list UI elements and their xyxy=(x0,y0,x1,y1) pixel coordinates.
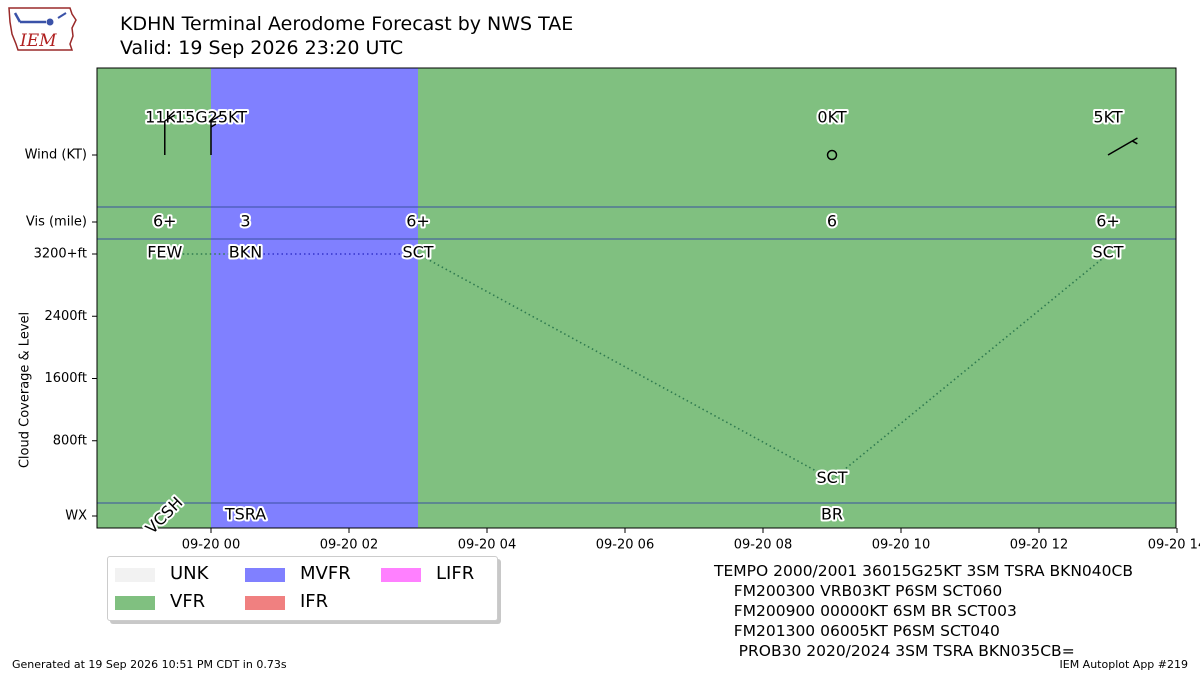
cloud-coverage-label: SCT xyxy=(816,468,847,487)
logo-wind-barb-icon xyxy=(13,12,22,23)
chart-subtitle: Valid: 19 Sep 2026 23:20 UTC xyxy=(120,37,404,59)
y-row-label: Wind (KT) xyxy=(25,148,87,163)
iowa-map-outline xyxy=(8,7,77,51)
legend-swatch xyxy=(245,596,285,610)
footer-generated: Generated at 19 Sep 2026 10:51 PM CDT in… xyxy=(12,658,287,671)
logo-text: IEM xyxy=(19,31,57,51)
cloud-level-line xyxy=(417,253,833,481)
raw-taf-text: TEMPO 2000/2001 36015G25KT 3SM TSRA BKN0… xyxy=(714,561,1133,661)
raw-taf-line: PROB30 2020/2024 3SM TSRA BKN035CB= xyxy=(714,642,1075,660)
wind-label: 15G25KT xyxy=(175,108,247,127)
raw-taf-line: FM201300 06005KT P6SM SCT040 xyxy=(714,622,1000,640)
wind-barb-feather xyxy=(164,114,176,122)
y-tick-label: 800ft xyxy=(53,433,87,448)
flight-category-band xyxy=(97,68,211,528)
legend-swatch xyxy=(115,596,155,610)
taf-chart: Wind (KT) Vis (mile) WX 3200+ft 2400ft 1600ft… xyxy=(18,67,1200,553)
plot-frame xyxy=(96,67,1177,529)
visibility-label: 6+ xyxy=(1096,212,1120,231)
wind-label: 11KT xyxy=(145,108,185,127)
flight-category-band xyxy=(211,68,418,528)
legend: UNK MVFR LIFR VFR IFR xyxy=(107,556,498,621)
visibility-label: 6+ xyxy=(406,212,430,231)
x-tick-label: 09-20 14 xyxy=(1148,538,1200,553)
chart-title: KDHN Terminal Aerodome Forecast by NWS T… xyxy=(120,13,574,35)
x-tick-label: 09-20 04 xyxy=(458,538,516,553)
legend-label: IFR xyxy=(300,591,329,612)
visibility-label: 6 xyxy=(827,212,837,231)
wind-label: 5KT xyxy=(1093,108,1122,127)
y-axis-label: Cloud Coverage & Level xyxy=(18,312,33,468)
cloud-level-line xyxy=(831,253,1109,481)
legend-label: VFR xyxy=(170,591,206,612)
x-tick-label: 09-20 00 xyxy=(182,538,240,553)
x-tick-label: 09-20 12 xyxy=(1010,538,1068,553)
legend-label: UNK xyxy=(170,563,209,584)
y-tick-label: 3200+ft xyxy=(34,247,87,262)
logo-barb-icon xyxy=(57,12,67,19)
wind-barb-feather xyxy=(210,114,222,122)
cloud-coverage-label: SCT xyxy=(1092,243,1123,262)
visibility-label: 3 xyxy=(240,212,250,231)
logo-station-icon xyxy=(46,18,54,26)
wind-barb-half-feather xyxy=(1131,140,1138,145)
cloud-coverage-label: BKN xyxy=(229,243,262,262)
footer-app: IEM Autoplot App #219 xyxy=(1059,658,1189,671)
x-tick-label: 09-20 06 xyxy=(596,538,654,553)
visibility-label: 6+ xyxy=(153,212,177,231)
cloud-coverage-label: FEW xyxy=(147,243,182,262)
cloud-coverage-label: SCT xyxy=(402,243,433,262)
raw-taf-line: TEMPO 2000/2001 36015G25KT 3SM TSRA BKN0… xyxy=(714,562,1133,580)
weather-label: BR xyxy=(821,505,843,524)
x-tick-label: 09-20 10 xyxy=(872,538,930,553)
wind-label: 0KT xyxy=(817,108,846,127)
weather-label: TSRA xyxy=(224,505,266,524)
raw-taf-line: FM200900 00000KT 6SM BR SCT003 xyxy=(714,602,1017,620)
raw-taf-line: FM200300 VRB03KT P6SM SCT060 xyxy=(714,582,1003,600)
legend-label: MVFR xyxy=(300,563,351,584)
iem-logo: IEM xyxy=(8,7,77,51)
wind-barb-half-feather xyxy=(210,123,217,128)
y-tick-label: 2400ft xyxy=(44,309,87,324)
y-tick-label: 1600ft xyxy=(44,371,87,386)
y-row-label: Vis (mile) xyxy=(26,215,87,230)
flight-category-band xyxy=(418,68,1176,528)
y-row-label: WX xyxy=(65,509,87,524)
legend-swatch xyxy=(115,568,155,582)
legend-swatch xyxy=(245,568,285,582)
legend-swatch xyxy=(381,568,421,582)
x-tick-label: 09-20 02 xyxy=(320,538,378,553)
x-tick-label: 09-20 08 xyxy=(734,538,792,553)
legend-label: LIFR xyxy=(436,563,475,584)
calm-wind-icon xyxy=(826,149,838,161)
